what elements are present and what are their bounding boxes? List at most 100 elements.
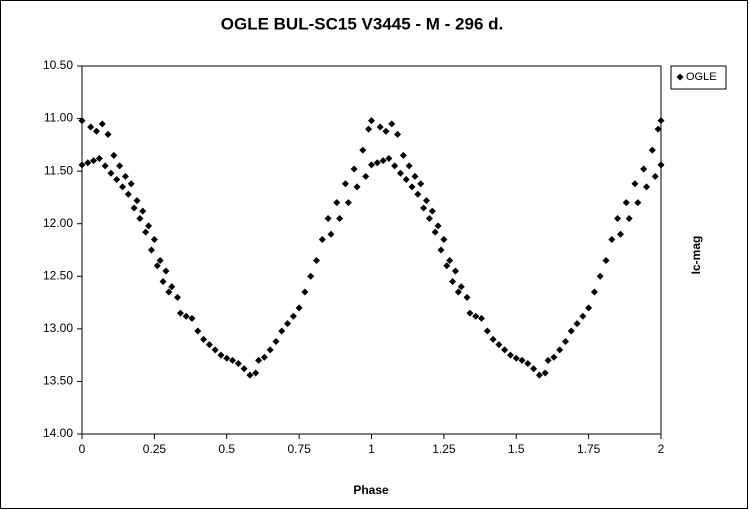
data-point [631, 180, 639, 188]
x-tick-label: 1 [368, 442, 375, 456]
y-tick-label: 10.50 [43, 58, 73, 72]
data-point [512, 354, 520, 362]
data-point [182, 312, 190, 320]
data-point [651, 172, 659, 180]
data-point [252, 369, 260, 377]
data-point [162, 267, 170, 275]
data-point [272, 337, 280, 345]
data-point [561, 337, 569, 345]
data-point [428, 207, 436, 215]
data-point [368, 117, 375, 125]
data-point [327, 230, 335, 238]
data-point [87, 123, 95, 131]
y-tick-label: 14.00 [43, 426, 73, 440]
data-point [176, 309, 184, 317]
data-point [541, 369, 549, 377]
data-point [101, 162, 109, 170]
data-point [590, 288, 598, 296]
data-point [145, 222, 153, 230]
data-point [423, 197, 431, 205]
data-point [556, 346, 564, 354]
data-point [266, 346, 274, 354]
data-point [518, 356, 526, 364]
data-point [365, 125, 373, 133]
data-point [472, 312, 480, 320]
data-point [405, 162, 413, 170]
x-tick-label: 0.5 [218, 442, 235, 456]
data-point [318, 235, 326, 243]
data-point [596, 272, 604, 280]
data-point [634, 199, 642, 207]
data-point [616, 230, 624, 238]
data-point [90, 157, 98, 165]
data-point [614, 214, 622, 222]
data-point [643, 183, 651, 191]
y-tick-label: 11.00 [44, 111, 73, 125]
data-point [396, 169, 404, 177]
data-point [640, 165, 648, 173]
data-point [150, 235, 158, 243]
data-point [449, 278, 457, 286]
data-point [495, 341, 503, 349]
x-tick-label: 0.25 [143, 442, 167, 456]
data-point [133, 197, 141, 205]
data-point [223, 354, 231, 362]
data-point [550, 353, 558, 361]
data-point [411, 172, 419, 180]
data-point [344, 199, 352, 207]
data-point [379, 157, 387, 165]
data-point [153, 262, 161, 270]
data-point [567, 327, 575, 335]
data-point [399, 151, 407, 159]
data-point [78, 161, 86, 169]
data-point [142, 228, 150, 236]
data-point [454, 288, 462, 296]
x-tick-label: 1.25 [432, 442, 456, 456]
data-point [373, 159, 381, 167]
data-point [446, 257, 454, 265]
data-point [205, 341, 213, 349]
data-point [336, 214, 344, 222]
x-tick-label: 0.75 [287, 442, 311, 456]
data-point [625, 214, 633, 222]
data-point [385, 155, 393, 163]
data-point [353, 183, 361, 191]
data-point [147, 246, 155, 254]
data-point [489, 335, 497, 343]
data-point [544, 356, 552, 364]
data-point [402, 176, 410, 184]
data-point [394, 130, 402, 138]
data-point [301, 288, 309, 296]
data-point [573, 320, 581, 328]
y-axis-label: Ic-mag [689, 236, 703, 275]
data-point [200, 335, 208, 343]
data-point [463, 293, 471, 301]
data-point [602, 257, 610, 265]
data-point [654, 125, 662, 133]
data-point [622, 199, 630, 207]
data-point [188, 314, 196, 322]
data-point [434, 222, 442, 230]
y-tick-label: 12.50 [43, 268, 73, 282]
data-point [168, 283, 176, 291]
data-point [437, 246, 445, 254]
data-point [376, 123, 384, 131]
data-point [657, 117, 665, 125]
y-tick-label: 13.50 [43, 374, 73, 388]
data-point [440, 235, 448, 243]
data-point [139, 207, 147, 215]
legend-marker [676, 73, 684, 81]
data-point [506, 351, 514, 359]
data-point [312, 257, 320, 265]
data-point [240, 365, 248, 373]
data-point [284, 320, 292, 328]
y-tick-label: 13.00 [43, 321, 73, 335]
data-point [483, 327, 491, 335]
plot-area [81, 65, 662, 435]
data-point [341, 180, 349, 188]
data-point [130, 204, 138, 212]
data-point [121, 172, 129, 180]
data-point [324, 214, 332, 222]
data-point [104, 130, 112, 138]
data-point [457, 283, 465, 291]
